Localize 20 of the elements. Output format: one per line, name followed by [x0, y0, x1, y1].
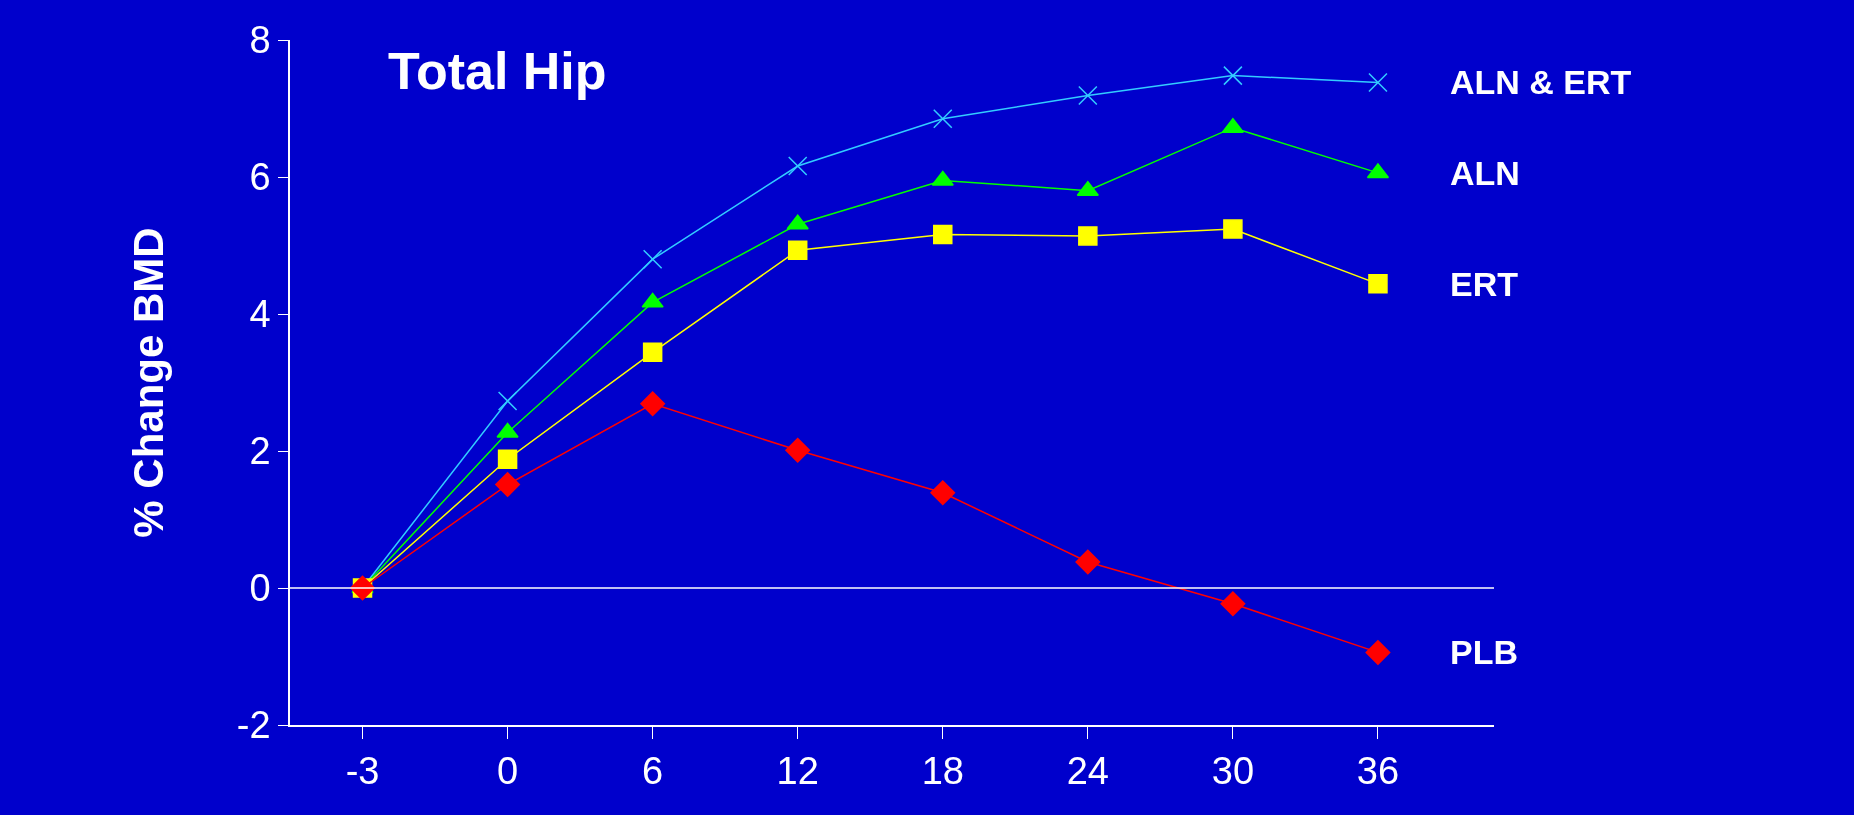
x-tick-label: -3 [345, 750, 380, 793]
y-axis-title: % Change BMD [125, 227, 173, 538]
x-tick-label: 36 [1356, 750, 1400, 793]
series-label: PLB [1450, 633, 1518, 671]
x-tick-label: 12 [776, 750, 819, 793]
y-tick-label: 2 [249, 430, 271, 473]
y-tick-label: 4 [249, 293, 271, 336]
series-label: ALN [1450, 154, 1520, 192]
y-tick-label: 8 [249, 19, 271, 62]
x-tick-label: 6 [642, 750, 664, 793]
x-tick-label: 0 [497, 750, 519, 793]
x-tick-label: 30 [1211, 750, 1255, 793]
y-tick-label: -2 [236, 704, 271, 747]
x-tick-label: 24 [1066, 750, 1109, 793]
series-label: ALN & ERT [1450, 63, 1632, 101]
y-tick-label: 6 [249, 156, 271, 199]
series-label: ERT [1450, 265, 1519, 303]
chart-title: Total Hip [388, 42, 607, 100]
y-tick-label: 0 [249, 567, 271, 610]
x-tick-label: 18 [921, 750, 964, 793]
